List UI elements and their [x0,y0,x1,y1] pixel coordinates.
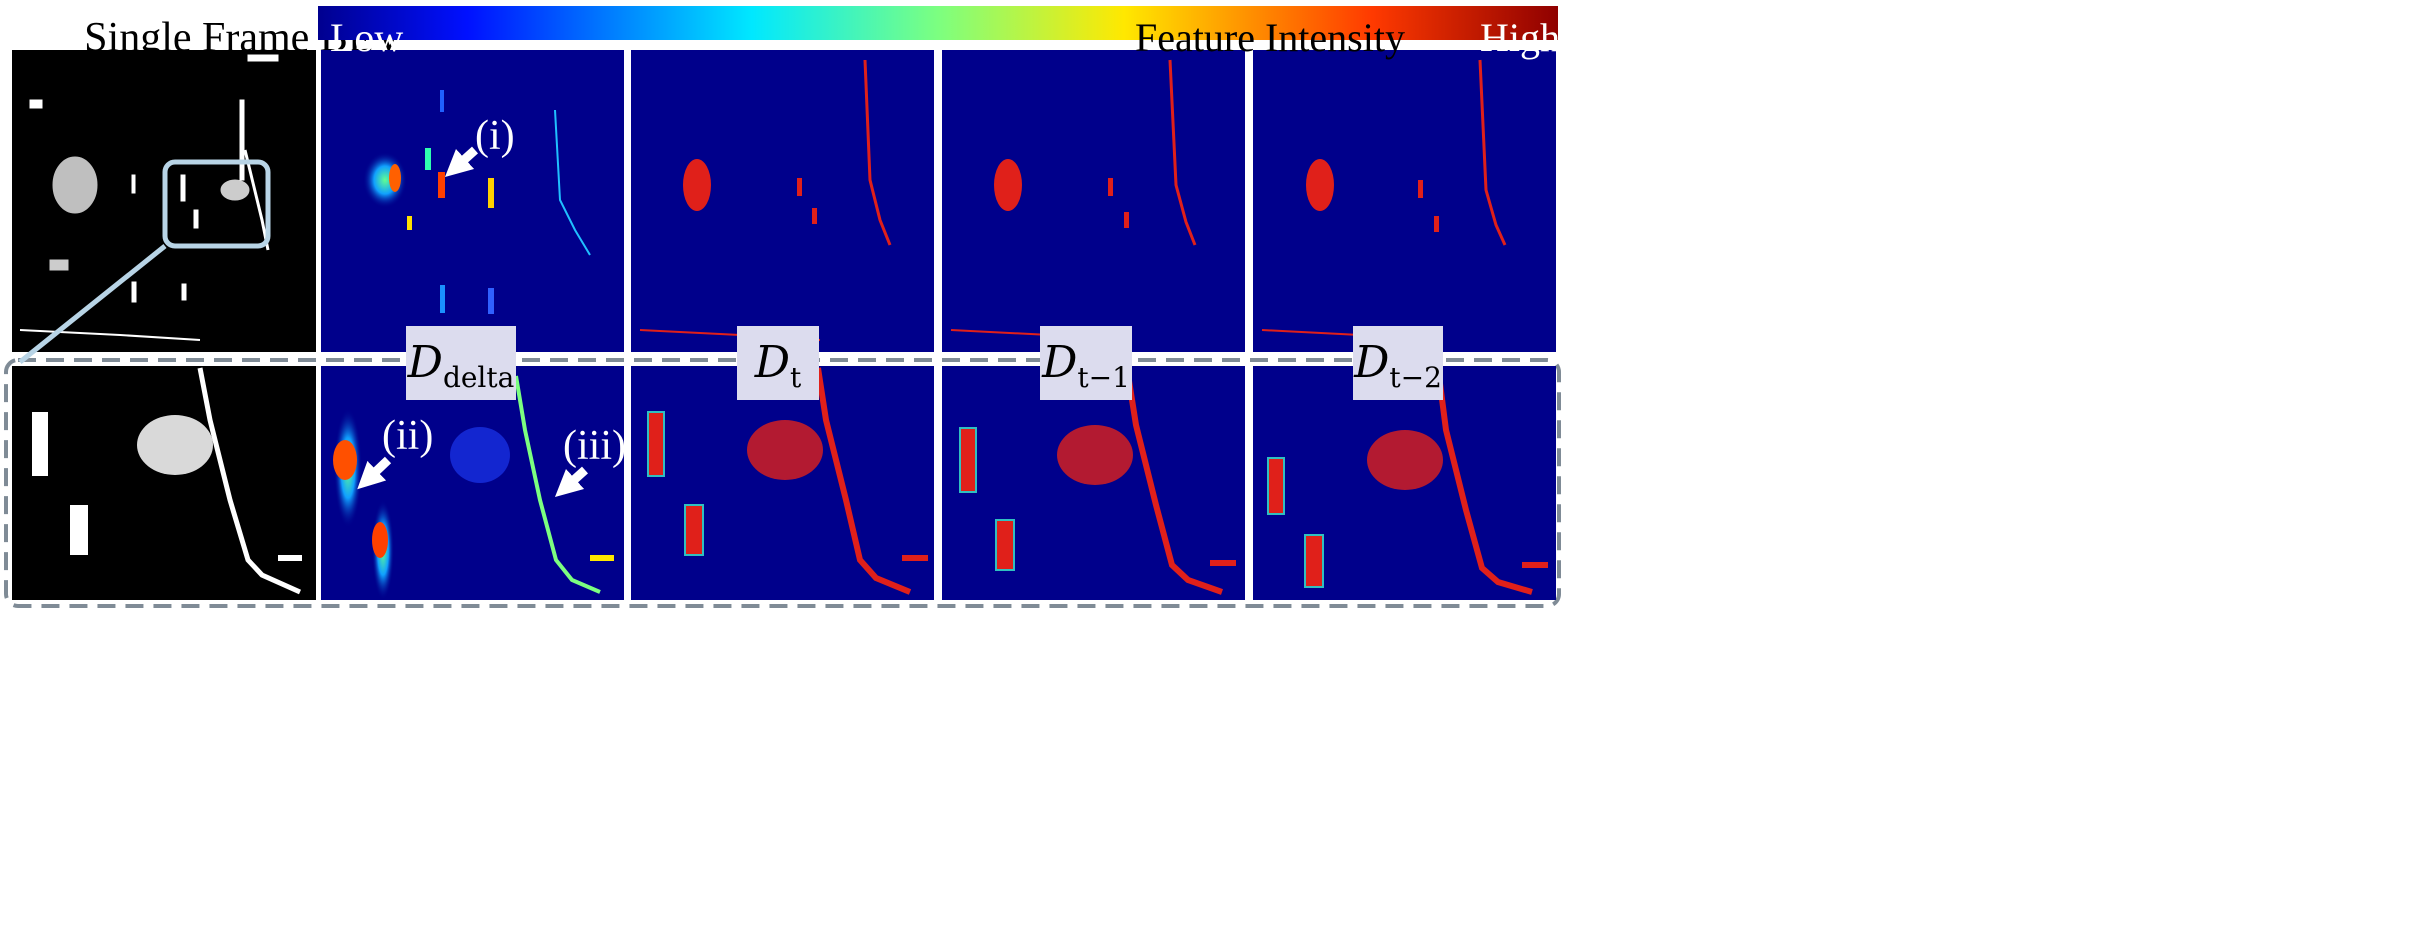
annotation-iii: (iii) [563,423,626,469]
t1-zoom-marks [959,367,1236,595]
panel-tag-t1: Dt−1 [1040,326,1132,400]
colorbar-mid-label: Feature Intensity [1135,15,1405,60]
panel-tag-t: Dt [737,326,819,400]
heatmap-delta-zoom [321,366,624,600]
zoom-box [162,159,271,249]
colorbar-low-label: Low [330,15,404,60]
zoom-connector [18,244,167,364]
heatmap-delta-top [321,50,624,352]
delta-top-marks [363,90,591,314]
arrow-icon [357,456,392,490]
panel-tag-delta: Ddelta [406,326,516,400]
annotation-ii: (ii) [382,413,434,459]
t2-zoom-marks [1267,367,1548,595]
annotation-i: (i) [475,113,515,159]
heatmap-t-zoom [631,366,934,600]
bev-points-top [19,54,279,341]
heatmap-t-top [631,50,934,352]
heatmap-t1-top [942,50,1245,352]
bev-panel-zoom [12,366,316,600]
arrow-icon [444,146,479,178]
t-zoom-marks [647,367,928,595]
colorbar [318,6,1558,40]
panel-tag-t2: Dt−2 [1353,326,1443,400]
colorbar-high-label: High [1480,15,1560,60]
heatmap-t2-top [1253,50,1556,352]
arrow-icon [554,466,589,498]
bev-points-zoom [32,367,302,595]
